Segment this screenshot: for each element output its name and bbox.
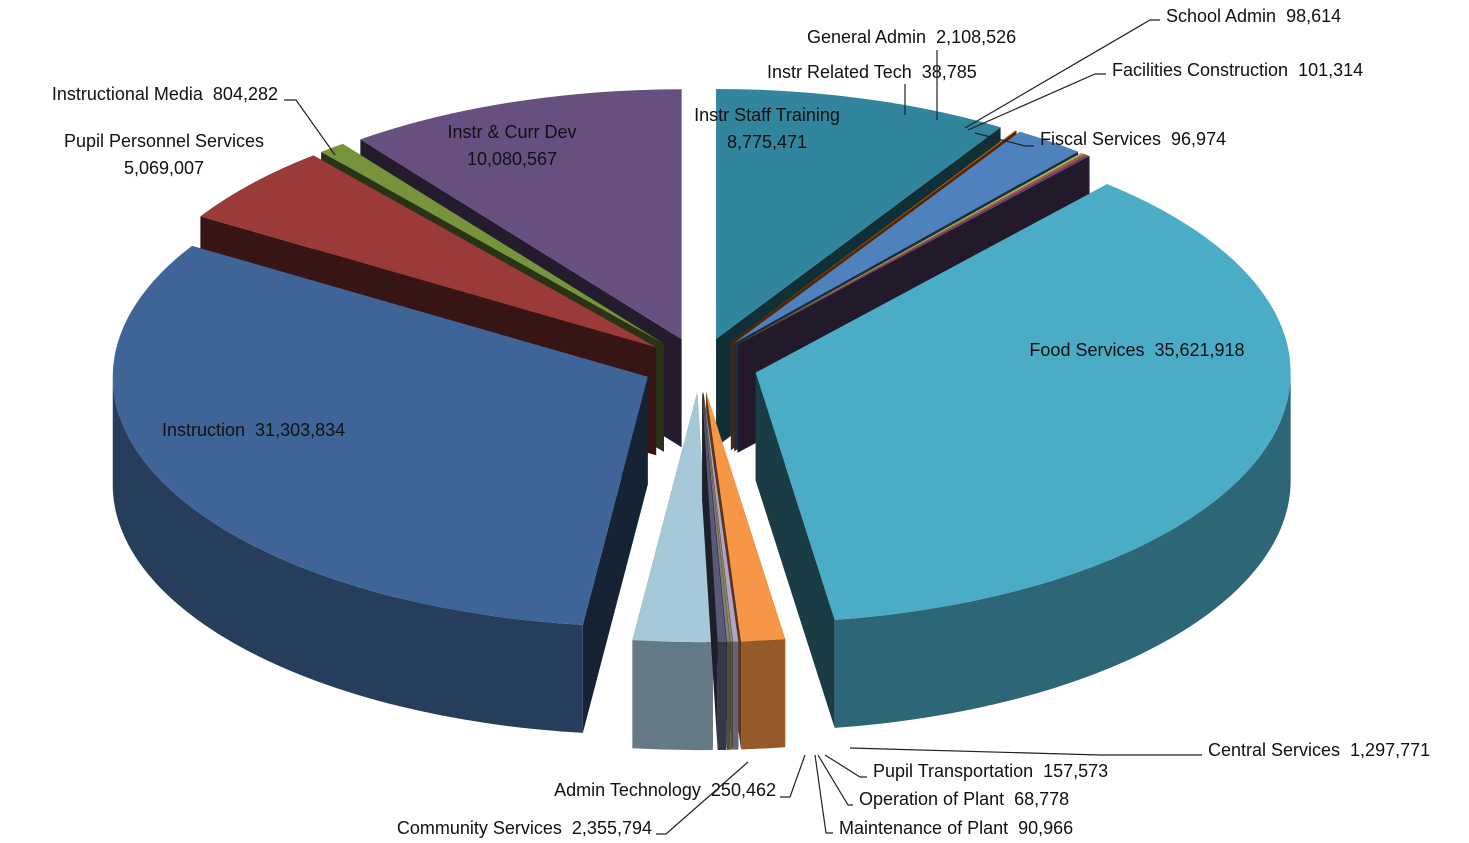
leader-line — [817, 754, 853, 806]
pie-slice — [737, 153, 1087, 345]
leader-line — [780, 754, 806, 798]
label-name: Admin Technology — [554, 780, 701, 800]
label-name: Food Services — [1029, 340, 1144, 360]
pie-slice — [737, 152, 1084, 345]
slice-group — [755, 184, 1291, 728]
pie-slice — [200, 155, 657, 348]
label-name: Instruction — [162, 420, 245, 440]
label-name: Instructional Media — [52, 84, 204, 104]
slice-group — [702, 392, 727, 750]
data-label: Pupil Transportation 157,573 — [873, 761, 1108, 781]
label-value: 2,355,794 — [572, 818, 652, 838]
pie-slice — [716, 88, 1001, 339]
leader-line — [284, 99, 336, 156]
leader-line — [824, 754, 867, 778]
label-value: 38,785 — [922, 62, 977, 82]
pie-slice — [755, 184, 1291, 620]
pie-slice — [703, 392, 739, 642]
label-name: Community Services — [397, 818, 562, 838]
pie-slice — [321, 143, 664, 344]
slice-wall — [632, 640, 713, 751]
label-name: Instr & Curr Dev — [447, 122, 576, 142]
pie-slice — [360, 89, 682, 340]
slice-wall — [726, 641, 730, 750]
slice-wall — [834, 372, 1291, 728]
slice-group — [632, 392, 713, 751]
data-label: Pupil Personnel Services 5,069,007 — [64, 131, 264, 178]
slice-wall — [717, 641, 727, 750]
pie-slice — [730, 130, 1017, 343]
leader-line — [967, 73, 1106, 131]
data-label: Central Services 1,297,771 — [1208, 740, 1430, 760]
label-name: School Admin — [1166, 6, 1276, 26]
slice-wall — [730, 641, 733, 750]
label-value: 250,462 — [711, 780, 776, 800]
data-label: Operation of Plant 68,778 — [859, 789, 1069, 809]
data-label: Instr Staff Training 8,775,471 — [694, 105, 840, 152]
data-label: Community Services 2,355,794 — [397, 818, 652, 838]
label-name: Maintenance of Plant — [839, 818, 1008, 838]
data-label: Maintenance of Plant 90,966 — [839, 818, 1073, 838]
label-name: Operation of Plant — [859, 789, 1004, 809]
label-value: 804,282 — [213, 84, 278, 104]
leader-line — [814, 754, 833, 834]
data-label: Admin Technology 250,462 — [554, 780, 776, 800]
label-value: 98,614 — [1286, 6, 1341, 26]
label-name: Central Services — [1208, 740, 1340, 760]
slice-wall — [741, 639, 786, 750]
label-name: Facilities Construction — [1112, 60, 1288, 80]
label-name: Instr Related Tech — [767, 62, 912, 82]
label-value: 8,775,471 — [727, 132, 807, 152]
label-value: 1,297,771 — [1350, 740, 1430, 760]
data-label: Fiscal Services 96,974 — [1040, 129, 1226, 149]
label-name: Pupil Transportation — [873, 761, 1033, 781]
label-value: 90,966 — [1018, 818, 1073, 838]
label-value: 68,778 — [1014, 789, 1069, 809]
leader-line — [964, 19, 1160, 129]
pie-slice — [737, 155, 1090, 345]
label-value: 2,108,526 — [936, 27, 1016, 47]
slice-wall — [732, 641, 739, 750]
label-value: 157,573 — [1043, 761, 1108, 781]
data-label: Instructional Media 804,282 — [52, 84, 278, 104]
leader-line — [656, 761, 749, 835]
leader-line — [849, 747, 1202, 756]
data-label: Instr & Curr Dev 10,080,567 — [447, 122, 576, 169]
pie-slice — [706, 391, 786, 642]
label-name: Fiscal Services — [1040, 129, 1161, 149]
data-label: Instruction 31,303,834 — [162, 420, 345, 440]
slice-group — [112, 245, 648, 733]
slice-side — [755, 372, 835, 728]
pie-slice — [703, 392, 733, 642]
label-value: 101,314 — [1298, 60, 1363, 80]
label-value: 5,069,007 — [124, 158, 204, 178]
label-name: Pupil Personnel Services — [64, 131, 264, 151]
data-label: School Admin 98,614 — [1166, 6, 1341, 26]
label-value: 10,080,567 — [467, 149, 557, 169]
leader-line — [974, 132, 1034, 147]
data-label: Instr Related Tech 38,785 — [767, 62, 977, 82]
pie-slice — [734, 131, 1079, 344]
label-value: 35,621,918 — [1154, 340, 1244, 360]
pie-slice — [112, 245, 648, 625]
pie-slice — [702, 392, 727, 642]
slice-wall — [112, 376, 583, 733]
data-label: Facilities Construction 101,314 — [1112, 60, 1363, 80]
pie-slice — [702, 392, 730, 642]
label-value: 96,974 — [1171, 129, 1226, 149]
label-name: General Admin — [807, 27, 926, 47]
data-label: General Admin 2,108,526 — [807, 27, 1016, 47]
label-name: Instr Staff Training — [694, 105, 840, 125]
slice-side — [702, 392, 718, 750]
label-value: 31,303,834 — [255, 420, 345, 440]
data-label: Food Services 35,621,918 — [1029, 340, 1244, 360]
pie-slice — [632, 392, 713, 643]
